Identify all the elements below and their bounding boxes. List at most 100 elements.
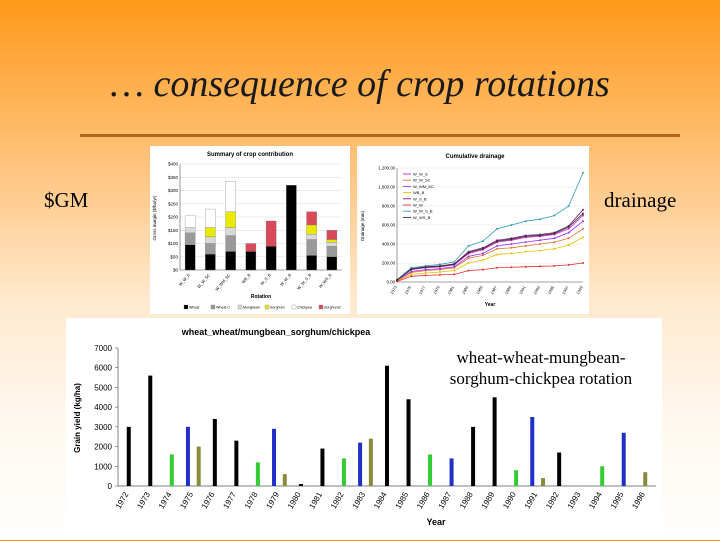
yield-bar xyxy=(358,442,363,486)
y-tick-label: 600.00 xyxy=(382,223,396,228)
series-point xyxy=(510,238,513,241)
x-axis-label: Year xyxy=(485,302,496,308)
x-tick-label: 1978 xyxy=(243,490,260,510)
series-point xyxy=(539,243,542,245)
y-tick-label: $250 xyxy=(168,201,179,206)
series-point xyxy=(496,227,499,230)
series-point xyxy=(453,273,456,276)
legend-label: Wheat C xyxy=(216,306,230,310)
yield-bar xyxy=(126,426,131,486)
chart-title: wheat_wheat/mungbean_sorghum/chickpea xyxy=(181,327,372,337)
legend-swatch xyxy=(237,304,243,310)
y-tick-label: $50 xyxy=(170,254,178,259)
bar-segment xyxy=(184,232,196,245)
series-point xyxy=(539,234,542,237)
x-tick-label: 1992 xyxy=(544,490,561,510)
series-point xyxy=(453,263,456,266)
drainage-label: drainage xyxy=(604,188,677,212)
series-point xyxy=(582,214,584,217)
bar-segment xyxy=(326,242,338,247)
legend-label: W_W_S xyxy=(413,172,428,177)
y-tick-label: 200.00 xyxy=(382,261,396,266)
yield-bar xyxy=(272,428,277,486)
bar-segment xyxy=(225,181,236,212)
series-point xyxy=(467,269,470,272)
x-tick-label: 1985 xyxy=(475,284,484,295)
series-point xyxy=(510,224,513,226)
series-point xyxy=(524,220,527,223)
y-tick-label: 2000 xyxy=(94,443,112,452)
y-tick-label: $400 xyxy=(168,162,179,167)
series-point xyxy=(553,214,556,217)
x-tick-label: 1975 xyxy=(178,490,195,510)
bar-segment xyxy=(205,236,216,244)
series-point xyxy=(567,237,570,240)
x-tick-label: 1999 xyxy=(575,284,584,295)
yield-bar xyxy=(212,418,217,486)
chart-title: Cumulative drainage xyxy=(445,154,505,160)
series-point xyxy=(453,269,456,272)
bar-segment xyxy=(326,230,338,240)
series-point xyxy=(567,227,570,230)
series-line xyxy=(396,209,584,281)
yield-bar xyxy=(471,426,476,486)
x-tick-label: 1995 xyxy=(546,284,555,295)
legend-label: Mungbean xyxy=(243,306,260,310)
series-line xyxy=(396,172,584,280)
legend-swatch xyxy=(183,304,189,310)
y-tick-label: 6000 xyxy=(94,364,112,373)
crop-contribution-chart: Summary of crop contribution Gross margin… xyxy=(150,146,350,314)
series-point xyxy=(481,268,484,271)
y-tick-label: 3000 xyxy=(94,423,112,432)
series-point xyxy=(496,253,499,256)
legend-label: W_WS_B xyxy=(413,215,431,220)
series-point xyxy=(510,266,513,269)
series-line xyxy=(396,262,584,282)
series-point xyxy=(410,270,413,273)
title-underline xyxy=(80,134,680,137)
yield-bar xyxy=(530,417,535,486)
crop-contribution-svg: Summary of crop contribution Gross margin… xyxy=(152,152,342,310)
bar-segment xyxy=(286,185,297,271)
series-point xyxy=(396,280,398,283)
x-axis-label: Rotation xyxy=(251,294,271,300)
series-line xyxy=(396,236,584,282)
bar-segment xyxy=(306,255,317,271)
y-tick-label: $0 xyxy=(173,268,179,273)
bar-segment xyxy=(245,251,257,271)
bar-segment xyxy=(184,215,196,228)
legend-swatch xyxy=(210,304,216,310)
x-axis-label: Year xyxy=(426,517,446,527)
bar-segment xyxy=(306,211,317,226)
x-tick-label: 1989 xyxy=(504,284,513,295)
x-tick-label: 1982 xyxy=(329,490,346,510)
series-point xyxy=(424,266,427,269)
bar-segment xyxy=(205,243,216,255)
legend-label: Sorghum2 xyxy=(324,306,341,310)
x-tick-label: 1973 xyxy=(135,490,152,510)
series-point xyxy=(582,262,584,264)
grain-yield-svg: wheat_wheat/mungbean_sorghum/chickpea Gra… xyxy=(73,327,656,527)
yield-bar xyxy=(514,470,519,486)
series-point xyxy=(410,273,413,276)
grain-yield-chart: wheat_wheat/mungbean_sorghum/chickpea Gra… xyxy=(66,318,662,536)
series-point xyxy=(582,171,584,174)
series-point xyxy=(524,265,527,268)
series-line xyxy=(396,215,584,281)
bar-segment xyxy=(205,227,216,238)
series-point xyxy=(582,208,584,211)
y-tick-label: $300 xyxy=(168,188,179,193)
series-point xyxy=(438,273,441,276)
x-tick-label: 1985 xyxy=(394,490,411,510)
yield-bar xyxy=(234,440,239,486)
series-point xyxy=(467,244,470,247)
series-point xyxy=(524,244,527,247)
x-tick-label: 1973 xyxy=(389,284,398,295)
x-tick-label: W_W_B xyxy=(279,272,292,287)
bar-segment xyxy=(265,246,277,271)
legend-label: Wheat xyxy=(189,306,199,310)
bar-segment xyxy=(225,211,236,228)
series-point xyxy=(582,220,584,223)
y-tick-label: 1,200.00 xyxy=(378,166,395,171)
y-tick-label: 0 xyxy=(108,482,113,491)
